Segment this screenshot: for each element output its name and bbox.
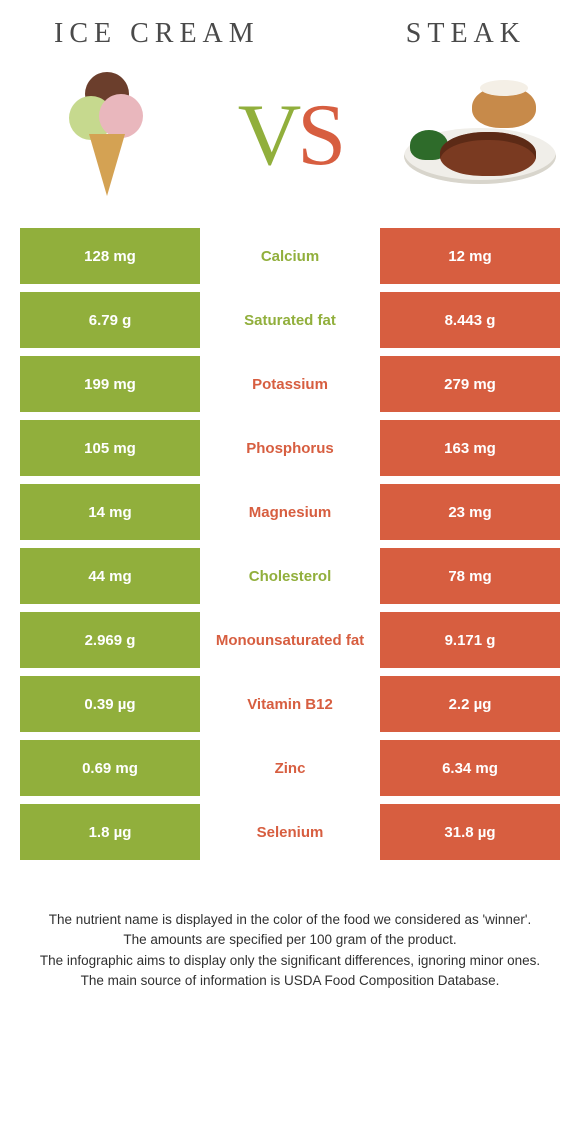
footnotes: The nutrient name is displayed in the co… — [14, 910, 566, 991]
nutrient-row: 1.8 µgSelenium31.8 µg — [20, 804, 560, 860]
nutrient-row: 105 mgPhosphorus163 mg — [20, 420, 560, 476]
value-right: 163 mg — [380, 420, 560, 476]
nutrient-label: Vitamin B12 — [200, 676, 380, 732]
nutrition-compare-infographic: ICE CREAM STEAK VS 128 mgCalcium12 mg6 — [0, 0, 580, 1021]
nutrient-row: 14 mgMagnesium23 mg — [20, 484, 560, 540]
nutrient-row: 6.79 gSaturated fat8.443 g — [20, 292, 560, 348]
value-right: 12 mg — [380, 228, 560, 284]
value-left: 6.79 g — [20, 292, 200, 348]
nutrient-label: Selenium — [200, 804, 380, 860]
titles-row: ICE CREAM STEAK — [14, 18, 566, 50]
value-right: 78 mg — [380, 548, 560, 604]
value-left: 0.69 mg — [20, 740, 200, 796]
vs-s: S — [297, 85, 342, 186]
value-right: 9.171 g — [380, 612, 560, 668]
vs-label: VS — [238, 85, 343, 186]
steak-icon — [400, 70, 550, 200]
value-left: 0.39 µg — [20, 676, 200, 732]
icecream-icon — [30, 70, 180, 200]
footnote-line: The infographic aims to display only the… — [30, 951, 550, 971]
nutrient-row: 2.969 gMonounsaturated fat9.171 g — [20, 612, 560, 668]
nutrient-table: 128 mgCalcium12 mg 6.79 gSaturated fat8.4… — [14, 228, 566, 860]
nutrient-label: Magnesium — [200, 484, 380, 540]
value-right: 2.2 µg — [380, 676, 560, 732]
value-right: 31.8 µg — [380, 804, 560, 860]
vs-v: V — [238, 85, 298, 186]
value-left: 105 mg — [20, 420, 200, 476]
nutrient-row: 44 mgCholesterol78 mg — [20, 548, 560, 604]
value-left: 199 mg — [20, 356, 200, 412]
hero-row: VS — [14, 70, 566, 200]
nutrient-label: Calcium — [200, 228, 380, 284]
nutrient-label: Phosphorus — [200, 420, 380, 476]
title-right: STEAK — [406, 18, 526, 50]
value-left: 14 mg — [20, 484, 200, 540]
value-right: 8.443 g — [380, 292, 560, 348]
value-left: 1.8 µg — [20, 804, 200, 860]
value-right: 279 mg — [380, 356, 560, 412]
footnote-line: The nutrient name is displayed in the co… — [30, 910, 550, 930]
nutrient-row: 128 mgCalcium12 mg — [20, 228, 560, 284]
value-right: 23 mg — [380, 484, 560, 540]
value-right: 6.34 mg — [380, 740, 560, 796]
nutrient-label: Monounsaturated fat — [200, 612, 380, 668]
nutrient-row: 0.39 µgVitamin B122.2 µg — [20, 676, 560, 732]
title-left: ICE CREAM — [54, 18, 260, 50]
nutrient-label: Potassium — [200, 356, 380, 412]
nutrient-label: Zinc — [200, 740, 380, 796]
footnote-line: The main source of information is USDA F… — [30, 971, 550, 991]
value-left: 44 mg — [20, 548, 200, 604]
nutrient-row: 199 mgPotassium279 mg — [20, 356, 560, 412]
value-left: 128 mg — [20, 228, 200, 284]
footnote-line: The amounts are specified per 100 gram o… — [30, 930, 550, 950]
nutrient-row: 0.69 mgZinc6.34 mg — [20, 740, 560, 796]
nutrient-label: Cholesterol — [200, 548, 380, 604]
value-left: 2.969 g — [20, 612, 200, 668]
nutrient-label: Saturated fat — [200, 292, 380, 348]
